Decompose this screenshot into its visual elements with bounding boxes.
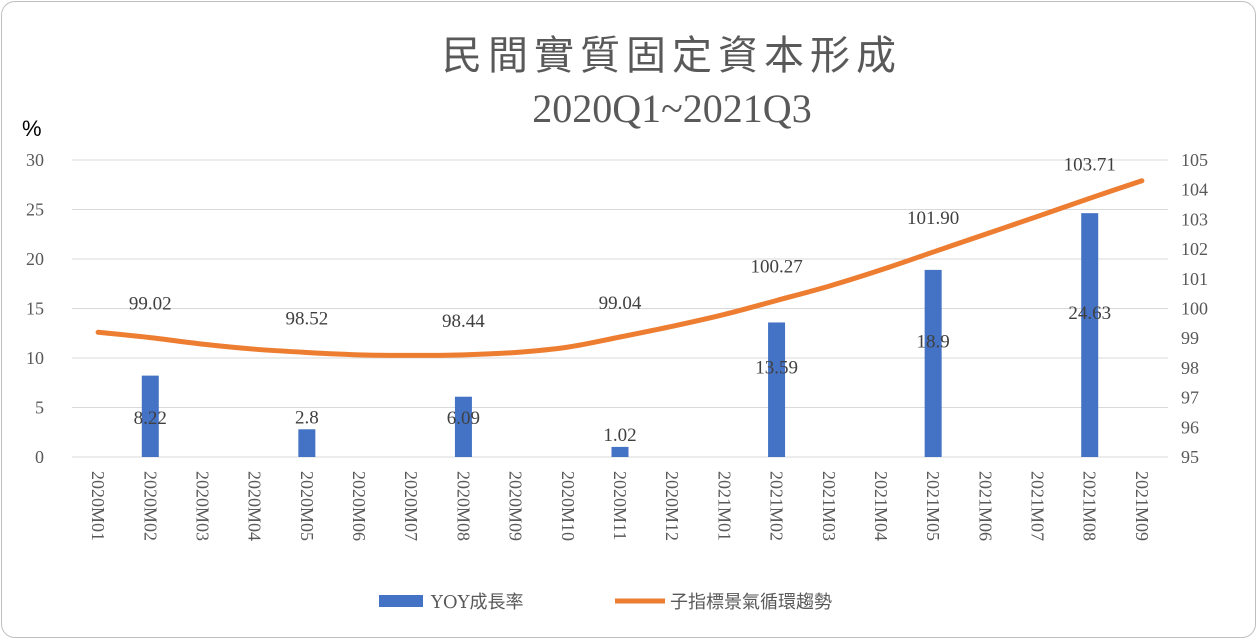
right-axis-tick-label: 99 xyxy=(1181,328,1199,348)
bar-yoy-2020m05 xyxy=(298,429,316,457)
x-axis-tick-label: 2020M12 xyxy=(662,471,682,541)
bar-yoy-2020m02 xyxy=(141,375,159,457)
left-axis-tick-label: 30 xyxy=(26,150,44,170)
x-axis-tick-label: 2020M06 xyxy=(349,471,369,541)
right-axis-tick-label: 104 xyxy=(1181,180,1208,200)
chart-subtitle: 2020Q1~2021Q3 xyxy=(532,86,811,131)
left-axis-tick-label: 20 xyxy=(26,249,44,269)
line-data-label: 100.27 xyxy=(750,256,802,277)
right-axis-ticks: 95 96 97 98 99 100 101 102 103 104 105 xyxy=(1181,150,1208,467)
line-data-label: 99.04 xyxy=(599,293,642,314)
line-data-label: 98.44 xyxy=(442,311,485,332)
x-axis-ticks: 2020M01 2020M02 2020M03 2020M04 2020M05 2020M… xyxy=(88,471,1152,541)
bar-yoy-2021m05 xyxy=(924,269,942,457)
legend: YOY成長率 子指標景氣循環趨勢 xyxy=(379,592,832,613)
left-axis-tick-label: 15 xyxy=(26,299,44,319)
x-axis-tick-label: 2020M08 xyxy=(453,471,473,541)
bar-data-label: 24.63 xyxy=(1068,303,1111,324)
line-trend xyxy=(95,178,1145,358)
left-axis-tick-label: 0 xyxy=(35,447,44,467)
bar-series xyxy=(141,213,1099,457)
bar-yoy-2020m08 xyxy=(454,396,472,457)
right-axis-tick-label: 105 xyxy=(1181,150,1208,170)
right-axis-tick-label: 103 xyxy=(1181,209,1208,229)
x-axis-tick-label: 2021M09 xyxy=(1132,471,1152,541)
chart-title: 民間實質固定資本形成 xyxy=(442,33,902,79)
data-labels: 8.22 2.8 6.09 1.02 13.59 18.9 24.63 99.02 98.52 9… xyxy=(129,154,1116,446)
bar-data-label: 1.02 xyxy=(603,425,636,446)
x-axis-tick-label: 2020M10 xyxy=(558,471,578,541)
x-axis-tick-label: 2020M02 xyxy=(140,471,160,541)
bar-data-label: 13.59 xyxy=(755,358,798,379)
bar-yoy-2021m02 xyxy=(768,322,786,457)
right-axis-tick-label: 100 xyxy=(1181,299,1208,319)
gridlines xyxy=(72,159,1168,458)
line-data-label: 101.90 xyxy=(907,208,959,229)
x-axis-tick-label: 2021M01 xyxy=(714,471,734,541)
left-axis-tick-label: 10 xyxy=(26,348,44,368)
left-axis-tick-label: 25 xyxy=(26,200,44,220)
x-axis-tick-label: 2020M01 xyxy=(88,471,108,541)
x-axis-tick-label: 2020M05 xyxy=(297,471,317,541)
right-axis-tick-label: 96 xyxy=(1181,417,1199,437)
x-axis-tick-label: 2020M04 xyxy=(245,471,265,541)
line-data-label: 99.02 xyxy=(129,294,172,315)
x-axis-tick-label: 2021M04 xyxy=(871,471,891,541)
line-data-label: 103.71 xyxy=(1064,154,1116,175)
x-axis-tick-label: 2020M11 xyxy=(610,471,630,540)
x-axis-tick-label: 2020M03 xyxy=(192,471,212,541)
right-axis-tick-label: 101 xyxy=(1181,269,1208,289)
right-axis-tick-label: 98 xyxy=(1181,358,1199,378)
line-series xyxy=(95,178,1145,358)
right-axis-tick-label: 97 xyxy=(1181,388,1199,408)
right-axis-tick-label: 95 xyxy=(1181,447,1199,467)
x-axis-tick-label: 2021M05 xyxy=(923,471,943,541)
right-axis-tick-label: 102 xyxy=(1181,239,1208,259)
legend-swatch-yoy xyxy=(379,595,423,607)
x-axis-tick-label: 2021M03 xyxy=(819,471,839,541)
bar-data-label: 6.09 xyxy=(447,408,480,429)
bar-data-label: 8.22 xyxy=(134,408,167,429)
bar-data-label: 18.9 xyxy=(917,331,950,352)
x-axis-tick-label: 2021M07 xyxy=(1028,471,1048,541)
left-axis-unit: % xyxy=(22,116,42,141)
left-axis-ticks: 0 5 10 15 20 25 30 xyxy=(26,150,44,467)
bar-data-label: 2.8 xyxy=(295,407,319,428)
bar-yoy-2021m08 xyxy=(1081,213,1099,457)
x-axis-tick-label: 2020M09 xyxy=(506,471,526,541)
left-axis-tick-label: 5 xyxy=(35,398,44,418)
legend-label-trend: 子指標景氣循環趨勢 xyxy=(670,592,832,613)
x-axis-tick-label: 2021M06 xyxy=(975,471,995,541)
line-data-label: 98.52 xyxy=(285,308,328,329)
x-axis-tick-label: 2020M07 xyxy=(401,471,421,541)
x-axis-tick-label: 2021M02 xyxy=(767,471,787,541)
bar-yoy-2020m11 xyxy=(611,446,629,457)
legend-label-yoy: YOY成長率 xyxy=(430,592,524,613)
x-axis-tick-label: 2021M08 xyxy=(1080,471,1100,541)
